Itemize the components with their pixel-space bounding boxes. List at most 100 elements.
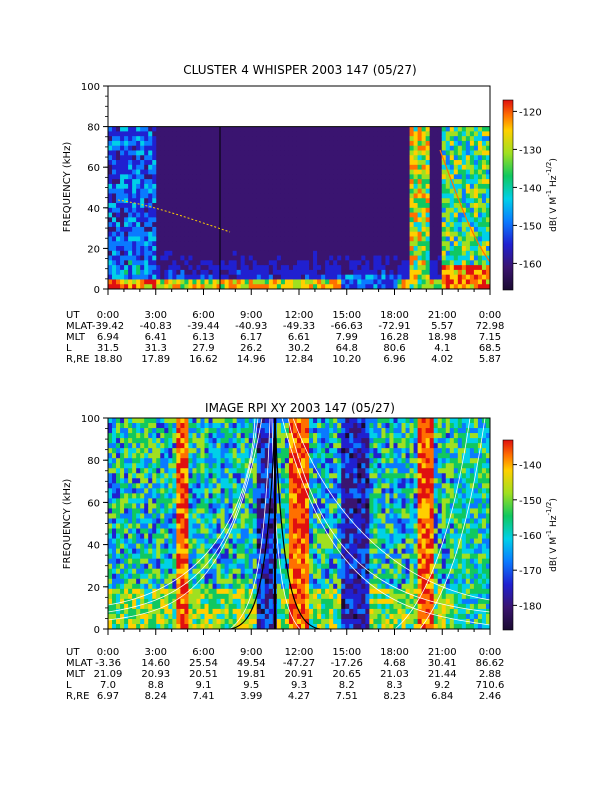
spectrogram-cell (421, 250, 427, 256)
spectrogram-cell (248, 179, 254, 185)
spectrogram-cell (200, 593, 205, 600)
spectrogram-cell (317, 226, 322, 233)
spectrogram-cell (333, 265, 338, 271)
spectrogram-cell (461, 207, 467, 213)
spectrogram-cell (140, 140, 145, 147)
spectrogram-cell (200, 136, 205, 142)
spectrogram-cell (321, 212, 326, 218)
spectrogram-cell (144, 613, 149, 620)
spectrogram-cell (188, 217, 193, 223)
spectrogram-cell (413, 203, 419, 209)
spectrogram-cell (220, 488, 226, 494)
spectrogram-cell (116, 458, 121, 464)
spectrogram-cell (108, 538, 113, 544)
spectrogram-cell (337, 255, 342, 261)
spectrogram-cell (260, 207, 266, 213)
spectrogram-cell (292, 203, 298, 209)
spectrogram-cell (252, 136, 258, 142)
spectrogram-cell (176, 623, 181, 630)
spectrogram-cell (208, 618, 213, 625)
spectrogram-cell (349, 140, 354, 147)
spectrogram-cell (232, 543, 238, 550)
spectrogram-cell (321, 188, 326, 194)
spectrogram-cell (180, 513, 185, 519)
spectrogram-cell (393, 169, 398, 175)
spectrogram-cell (188, 260, 193, 266)
spectrogram-cell (172, 193, 177, 199)
spectrogram-cell (248, 568, 254, 575)
ephemeris-value: 0:00 (97, 310, 119, 321)
spectrogram-cell (168, 443, 173, 449)
chart-title: IMAGE RPI XY 2003 147 (05/27) (205, 401, 395, 415)
spectrogram-cell (256, 543, 262, 550)
spectrogram-cell (473, 255, 479, 261)
spectrogram-cell (445, 212, 451, 218)
spectrogram-cell (208, 463, 213, 469)
spectrogram-cell (288, 222, 294, 228)
spectrogram-cell (433, 155, 439, 161)
spectrogram-cell (216, 131, 221, 137)
spectrogram-cell (112, 265, 117, 271)
spectrogram-cell (176, 217, 181, 223)
spectrogram-cell (276, 236, 282, 242)
spectrogram-cell (132, 453, 137, 459)
spectrogram-cell (124, 548, 129, 555)
spectrogram-cell (108, 593, 113, 600)
spectrogram-cell (256, 508, 262, 514)
spectrogram-cell (164, 528, 169, 534)
spectrogram-cell (180, 503, 185, 509)
spectrogram-cell (232, 140, 238, 147)
spectrogram-cell (156, 236, 161, 242)
spectrogram-cell (417, 183, 423, 190)
ephemeris-value: 12:00 (285, 310, 314, 321)
spectrogram-cell (172, 160, 177, 166)
spectrogram-cell (413, 217, 419, 223)
spectrogram-cell (236, 136, 242, 142)
spectrogram-cell (212, 279, 217, 285)
spectrogram-cell (116, 207, 121, 213)
spectrogram-cell (421, 255, 427, 261)
spectrogram-cell (124, 513, 129, 519)
spectrogram-cell (429, 250, 435, 256)
spectrogram-cell (240, 463, 246, 469)
spectrogram-cell (252, 183, 258, 190)
spectrogram-cell (228, 423, 234, 429)
spectrogram-cell (200, 513, 205, 519)
spectrogram-cell (160, 543, 165, 550)
spectrogram-cell (188, 448, 193, 454)
spectrogram-cell (401, 145, 406, 151)
spectrogram-cell (176, 538, 181, 544)
spectrogram-cell (164, 145, 169, 151)
spectrogram-cell (272, 269, 278, 276)
spectrogram-cell (124, 498, 129, 504)
spectrogram-cell (200, 174, 205, 180)
spectrogram-cell (296, 274, 302, 280)
spectrogram-cell (228, 418, 234, 424)
spectrogram-cell (240, 217, 246, 223)
spectrogram-cell (184, 433, 189, 439)
ephemeris-value: 9:00 (240, 310, 262, 321)
spectrogram-cell (212, 483, 217, 489)
spectrogram-cell (365, 198, 370, 204)
spectrogram-cell (124, 603, 129, 610)
spectrogram-cell (296, 140, 302, 147)
spectrogram-cell (252, 207, 258, 213)
spectrogram-cell (292, 140, 298, 147)
spectrogram-cell (248, 193, 254, 199)
spectrogram-cell (160, 623, 165, 630)
spectrogram-cell (409, 226, 414, 233)
spectrogram-cell (385, 140, 390, 147)
spectrogram-cell (116, 513, 121, 519)
spectrogram-cell (469, 279, 475, 285)
spectrogram-cell (232, 593, 238, 600)
spectrogram-cell (160, 493, 165, 499)
spectrogram-cell (228, 255, 234, 261)
spectrogram-cell (128, 193, 133, 199)
spectrogram-cell (220, 231, 226, 237)
spectrogram-cell (220, 523, 226, 529)
spectrogram-cell (208, 284, 213, 290)
spectrogram-cell (457, 212, 463, 218)
spectrogram-cell (132, 548, 137, 555)
spectrogram-cell (220, 279, 226, 285)
spectrogram-cell (160, 418, 165, 424)
